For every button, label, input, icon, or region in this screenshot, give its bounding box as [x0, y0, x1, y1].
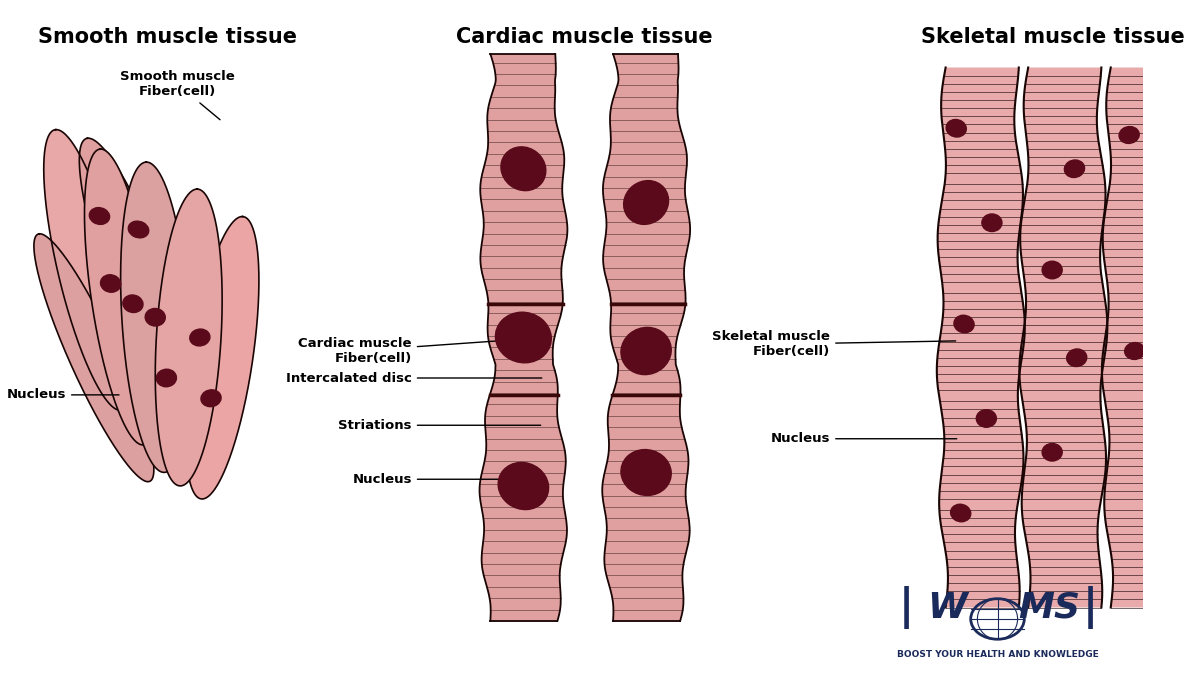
Text: Nucleus: Nucleus [6, 388, 119, 402]
Text: BOOST YOUR HEALTH AND KNOWLEDGE: BOOST YOUR HEALTH AND KNOWLEDGE [896, 650, 1098, 659]
Polygon shape [1019, 68, 1108, 608]
Ellipse shape [954, 315, 974, 333]
Text: Nucleus: Nucleus [353, 472, 540, 486]
Ellipse shape [1064, 160, 1085, 178]
Polygon shape [43, 130, 133, 410]
Ellipse shape [500, 147, 546, 190]
Ellipse shape [982, 214, 1002, 232]
Text: MS: MS [1018, 591, 1080, 624]
Ellipse shape [1042, 261, 1062, 279]
Text: Skeletal muscle tissue: Skeletal muscle tissue [922, 27, 1186, 47]
Ellipse shape [496, 313, 551, 362]
Ellipse shape [1124, 343, 1145, 359]
Ellipse shape [950, 504, 971, 522]
Text: Intercalated disc: Intercalated disc [286, 371, 542, 385]
Polygon shape [155, 189, 222, 486]
Ellipse shape [1042, 443, 1062, 461]
Polygon shape [186, 217, 259, 499]
Ellipse shape [128, 221, 149, 238]
Polygon shape [121, 162, 190, 472]
Text: Nucleus: Nucleus [770, 432, 956, 446]
Ellipse shape [498, 462, 548, 510]
Polygon shape [1102, 68, 1190, 608]
Polygon shape [480, 54, 568, 621]
Ellipse shape [1150, 464, 1169, 481]
Text: Striations: Striations [338, 418, 541, 432]
Text: |: | [899, 586, 913, 629]
Ellipse shape [1120, 127, 1139, 143]
Polygon shape [602, 54, 690, 621]
Polygon shape [84, 149, 160, 445]
Text: W: W [928, 591, 967, 624]
Ellipse shape [620, 327, 671, 375]
Text: Cardiac muscle
Fiber(cell): Cardiac muscle Fiber(cell) [299, 337, 542, 365]
Polygon shape [79, 138, 198, 429]
Ellipse shape [156, 369, 176, 387]
Ellipse shape [190, 329, 210, 346]
Polygon shape [937, 68, 1025, 608]
Text: |: | [1082, 586, 1098, 629]
Ellipse shape [122, 295, 143, 313]
Ellipse shape [977, 410, 996, 427]
Text: Smooth muscle
Fiber(cell): Smooth muscle Fiber(cell) [120, 70, 235, 119]
Ellipse shape [145, 308, 166, 326]
Text: Cardiac muscle tissue: Cardiac muscle tissue [456, 27, 713, 47]
Ellipse shape [200, 390, 221, 406]
Text: Smooth muscle tissue: Smooth muscle tissue [38, 27, 298, 47]
Ellipse shape [1156, 248, 1176, 265]
Polygon shape [34, 234, 154, 482]
Ellipse shape [101, 275, 121, 292]
Ellipse shape [946, 119, 966, 137]
Text: Skeletal muscle
Fiber(cell): Skeletal muscle Fiber(cell) [713, 330, 955, 358]
Ellipse shape [89, 208, 109, 224]
Ellipse shape [620, 450, 671, 495]
Ellipse shape [1067, 349, 1087, 367]
Ellipse shape [624, 181, 668, 224]
